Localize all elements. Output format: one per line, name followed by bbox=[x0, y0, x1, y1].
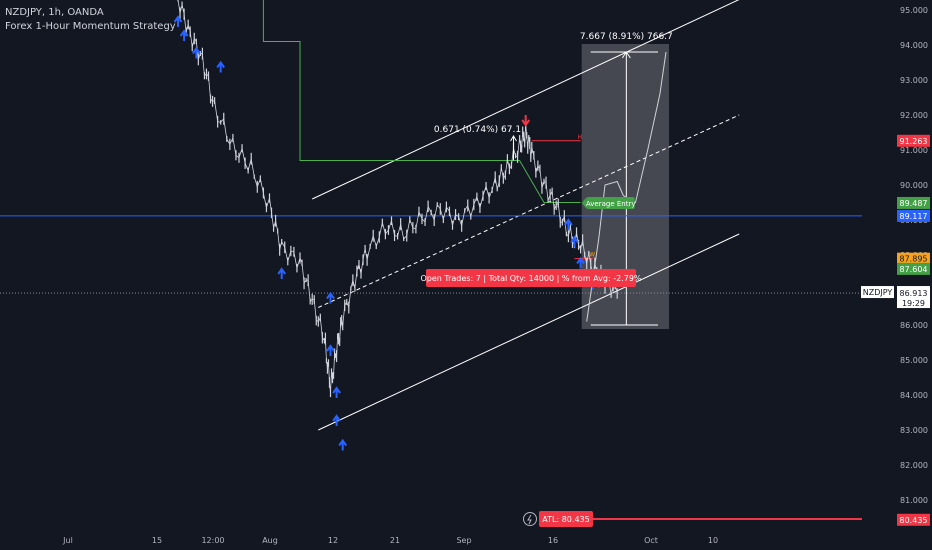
price-axis bbox=[862, 0, 932, 550]
small-measure-arrow bbox=[510, 135, 517, 142]
buy-signal-arrow bbox=[564, 218, 573, 230]
sell-signal-arrow bbox=[521, 115, 531, 127]
lightning-icon bbox=[523, 512, 537, 526]
channel-upper bbox=[311, 0, 740, 200]
time-tick-label: 12:00 bbox=[201, 536, 224, 545]
buy-signal-arrow bbox=[570, 235, 579, 248]
buy-signal-arrow bbox=[326, 291, 335, 304]
symbol-title: NZDJPY, 1h, OANDA bbox=[5, 7, 104, 18]
price-tick-label: 95.000 bbox=[900, 6, 928, 15]
buy-signal-arrow bbox=[576, 256, 585, 269]
time-tick-label: 10 bbox=[708, 536, 718, 545]
price-tick-label: 82.000 bbox=[900, 461, 928, 470]
price-tick-label: 94.000 bbox=[900, 41, 928, 50]
atl-price-tag-label: 80.435 bbox=[900, 516, 928, 525]
average-entry-badge bbox=[586, 196, 635, 209]
take-profit-tag: H bbox=[578, 134, 583, 141]
average-entry-badge-tip bbox=[581, 196, 587, 209]
symbol-tag bbox=[861, 286, 894, 299]
price-tick-label: 85.000 bbox=[900, 356, 928, 365]
projection-line bbox=[586, 51, 667, 322]
price-tick-label: 81.000 bbox=[900, 496, 928, 505]
average-entry-price-tag bbox=[897, 196, 930, 209]
atl-label: ATL: 80.435 bbox=[542, 515, 589, 524]
channel-lower bbox=[318, 233, 740, 431]
current-price-label: 86.913 bbox=[900, 289, 928, 298]
measure-label: 7.667 (8.91%) 766.7 bbox=[580, 32, 673, 42]
current-price-tag bbox=[897, 286, 930, 309]
average-entry-price-tag-label: 89.487 bbox=[900, 199, 928, 208]
atl-badge bbox=[539, 511, 593, 527]
buy-signal-arrow bbox=[216, 60, 226, 73]
take-profit-price-tag-label: 91.263 bbox=[900, 137, 928, 146]
buy-signal-arrow bbox=[338, 438, 348, 451]
lightning-icon-glyph bbox=[527, 514, 532, 525]
atl-price-tag bbox=[897, 513, 930, 526]
buy-signal-arrow bbox=[179, 29, 189, 41]
current-time-label: 19:29 bbox=[902, 299, 925, 308]
strategy-title: Forex 1-Hour Momentum Strategy bbox=[5, 21, 176, 32]
low-tag: W bbox=[589, 252, 595, 259]
blue-level-price-tag-label: 89.117 bbox=[900, 212, 928, 221]
time-tick-label: 21 bbox=[390, 536, 400, 545]
buy-signal-arrow bbox=[326, 344, 335, 356]
trade-info-label: Open Trades: 7 | Total Qty: 14000 | % fr… bbox=[420, 274, 641, 283]
symbol-tag-label: NZDJPY bbox=[863, 288, 893, 297]
buy-signal-arrow bbox=[332, 414, 341, 426]
price-line bbox=[177, 0, 618, 393]
low-price-tag bbox=[897, 252, 930, 265]
small-measure-label: 0.671 (0.74%) 67.1 bbox=[434, 125, 521, 135]
time-tick-label: Aug bbox=[262, 536, 278, 545]
channel-middle bbox=[318, 114, 740, 308]
stop-price-tag bbox=[897, 262, 930, 275]
price-tick-label: 92.000 bbox=[900, 111, 928, 120]
buy-signal-arrow bbox=[191, 46, 201, 59]
price-tick-label: 93.000 bbox=[900, 76, 928, 85]
buy-signal-arrow bbox=[173, 15, 183, 27]
trade-info-badge bbox=[426, 269, 636, 288]
buy-signal-arrow bbox=[332, 386, 341, 398]
take-profit-price-tag bbox=[897, 134, 930, 147]
average-entry-label: Average Entry bbox=[586, 200, 636, 208]
time-tick-label: Jul bbox=[62, 536, 73, 545]
low-price-tag-label: 87.895 bbox=[900, 255, 928, 264]
blue-level-price-tag bbox=[897, 209, 930, 222]
price-tick-label: 83.000 bbox=[900, 426, 928, 435]
price-tick-label: 84.000 bbox=[900, 391, 928, 400]
time-tick-label: 16 bbox=[548, 536, 558, 545]
time-tick-label: Sep bbox=[456, 536, 471, 545]
price-tick-label: 86.000 bbox=[900, 321, 928, 330]
time-tick-label: Oct bbox=[644, 536, 658, 545]
price-tick-label: 90.000 bbox=[900, 181, 928, 190]
price-tick-label: 91.000 bbox=[900, 146, 928, 155]
trailing-stop-line bbox=[178, 0, 581, 203]
time-tick-label: 15 bbox=[152, 536, 162, 545]
buy-signal-arrow bbox=[277, 267, 287, 279]
stop-price-tag-label: 87.604 bbox=[900, 265, 928, 274]
time-tick-label: 12 bbox=[328, 536, 338, 545]
